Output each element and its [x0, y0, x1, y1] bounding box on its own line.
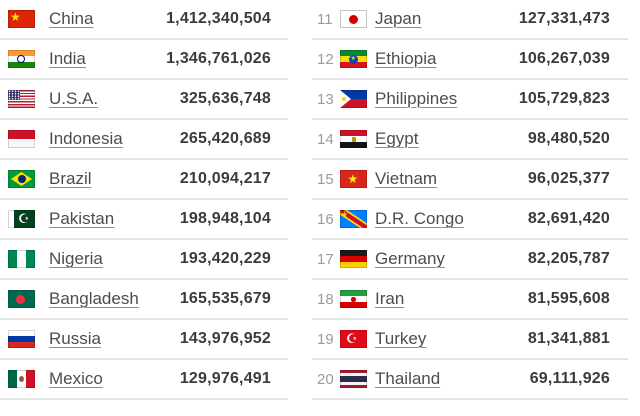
population-value: 98,480,520	[527, 130, 610, 147]
population-value: 143,976,952	[179, 330, 271, 347]
table-row: 11 Japan 127,331,473	[312, 0, 628, 40]
country-link[interactable]: Japan	[375, 9, 422, 28]
population-value: 210,094,217	[179, 170, 271, 187]
population-value: 129,976,491	[179, 370, 271, 387]
flag-turkey-icon	[340, 330, 367, 348]
country-link[interactable]: Philippines	[375, 89, 458, 108]
population-value: 106,267,039	[518, 50, 610, 67]
flag-germany-icon	[340, 250, 367, 268]
rank-number: 14	[317, 130, 334, 148]
table-row: Nigeria 193,420,229	[0, 240, 288, 280]
flag-thailand-icon	[340, 370, 367, 388]
country-link[interactable]: Nigeria	[49, 249, 103, 268]
rank-number: 18	[317, 290, 334, 308]
rank-number: 11	[317, 10, 333, 28]
table-row: 18 Iran 81,595,608	[312, 280, 628, 320]
table-row: 19 Turkey 81,341,881	[312, 320, 628, 360]
country-link[interactable]: China	[49, 9, 94, 28]
population-value: 69,111,926	[529, 370, 610, 387]
table-row: 15 Vietnam 96,025,377	[312, 160, 628, 200]
rank-number: 13	[317, 90, 334, 108]
flag-japan-icon	[340, 10, 367, 28]
flag-russia-icon	[8, 330, 35, 348]
population-value: 127,331,473	[518, 10, 610, 27]
population-value: 1,346,761,026	[166, 50, 271, 67]
population-value: 1,412,340,504	[166, 10, 271, 27]
country-link[interactable]: Bangladesh	[49, 289, 139, 308]
flag-ethiopia-icon	[340, 50, 367, 68]
flag-usa-icon	[8, 90, 35, 108]
table-row: 20 Thailand 69,111,926	[312, 360, 628, 400]
country-link[interactable]: Egypt	[375, 129, 419, 148]
table-row: 16 D.R. Congo 82,691,420	[312, 200, 628, 240]
population-value: 81,595,608	[527, 290, 610, 307]
ranking-column-left: China 1,412,340,504 India 1,346,761,026 …	[0, 0, 288, 400]
flag-indonesia-icon	[8, 130, 35, 148]
population-value: 165,535,679	[179, 290, 271, 307]
rank-number: 15	[317, 170, 334, 188]
flag-brazil-icon	[8, 170, 35, 188]
rank-number: 16	[317, 210, 334, 228]
country-link[interactable]: Pakistan	[49, 209, 115, 228]
flag-pakistan-icon	[8, 210, 35, 228]
country-link[interactable]: Ethiopia	[375, 49, 437, 68]
population-value: 193,420,229	[179, 250, 271, 267]
table-row: U.S.A. 325,636,748	[0, 80, 288, 120]
table-row: Bangladesh 165,535,679	[0, 280, 288, 320]
country-link[interactable]: Russia	[49, 329, 101, 348]
population-table: China 1,412,340,504 India 1,346,761,026 …	[0, 0, 640, 400]
country-link[interactable]: Thailand	[375, 369, 441, 388]
country-link[interactable]: Brazil	[49, 169, 92, 188]
country-link[interactable]: India	[49, 49, 86, 68]
table-row: 17 Germany 82,205,787	[312, 240, 628, 280]
table-row: Indonesia 265,420,689	[0, 120, 288, 160]
flag-egypt-icon	[340, 130, 367, 148]
country-link[interactable]: Mexico	[49, 369, 103, 388]
population-value: 198,948,104	[179, 210, 271, 227]
flag-china-icon	[8, 10, 35, 28]
table-row: India 1,346,761,026	[0, 40, 288, 80]
country-link[interactable]: Turkey	[375, 329, 427, 348]
population-value: 105,729,823	[518, 90, 610, 107]
flag-bangladesh-icon	[8, 290, 35, 308]
population-value: 81,341,881	[527, 330, 610, 347]
country-link[interactable]: Germany	[375, 249, 445, 268]
population-value: 96,025,377	[527, 170, 610, 187]
population-value: 265,420,689	[179, 130, 271, 147]
flag-philippines-icon	[340, 90, 367, 108]
rank-number: 12	[317, 50, 334, 68]
country-link[interactable]: U.S.A.	[49, 89, 99, 108]
flag-nigeria-icon	[8, 250, 35, 268]
country-link[interactable]: D.R. Congo	[375, 209, 464, 228]
flag-dr-congo-icon	[340, 210, 367, 228]
population-value: 325,636,748	[179, 90, 271, 107]
country-link[interactable]: Indonesia	[49, 129, 123, 148]
table-row: 13 Philippines 105,729,823	[312, 80, 628, 120]
flag-vietnam-icon	[340, 170, 367, 188]
country-link[interactable]: Vietnam	[375, 169, 438, 188]
table-row: Russia 143,976,952	[0, 320, 288, 360]
table-row: China 1,412,340,504	[0, 0, 288, 40]
flag-iran-icon	[340, 290, 367, 308]
population-value: 82,205,787	[527, 250, 610, 267]
table-row: Brazil 210,094,217	[0, 160, 288, 200]
table-row: Mexico 129,976,491	[0, 360, 288, 400]
table-row: 12 Ethiopia 106,267,039	[312, 40, 628, 80]
table-row: Pakistan 198,948,104	[0, 200, 288, 240]
rank-number: 19	[317, 330, 334, 348]
flag-mexico-icon	[8, 370, 35, 388]
ranking-column-right: 11 Japan 127,331,473 12 Ethiopia 106,267…	[312, 0, 628, 400]
population-value: 82,691,420	[527, 210, 610, 227]
rank-number: 17	[317, 250, 334, 268]
table-row: 14 Egypt 98,480,520	[312, 120, 628, 160]
flag-india-icon	[8, 50, 35, 68]
rank-number: 20	[317, 370, 334, 388]
country-link[interactable]: Iran	[375, 289, 405, 308]
